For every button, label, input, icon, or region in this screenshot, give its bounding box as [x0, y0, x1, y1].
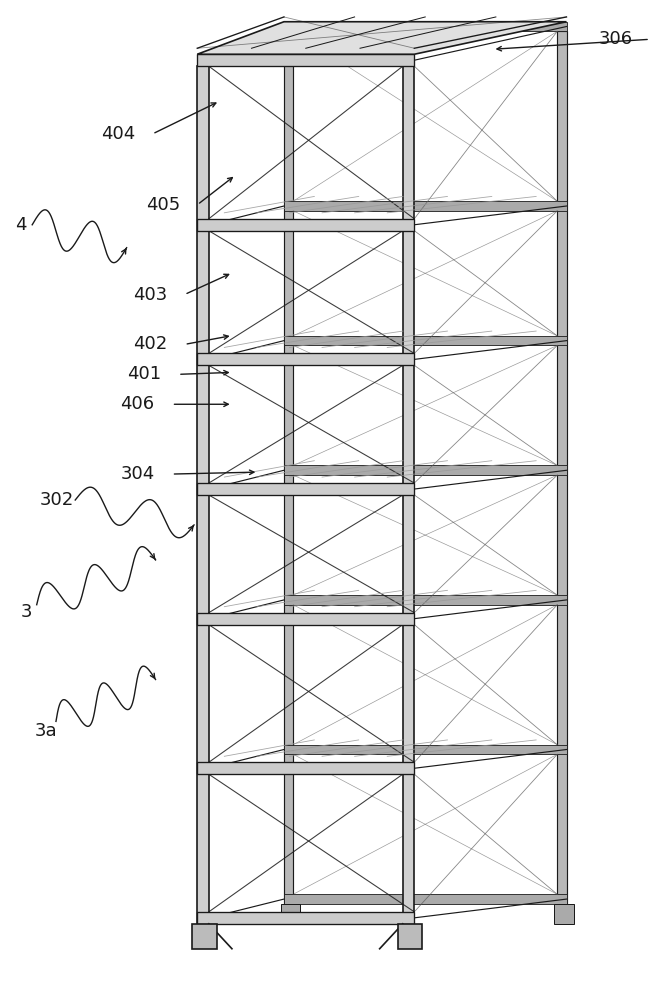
- FancyBboxPatch shape: [197, 66, 209, 924]
- Text: 302: 302: [40, 491, 74, 509]
- FancyBboxPatch shape: [284, 201, 567, 211]
- Text: 405: 405: [146, 196, 180, 214]
- FancyBboxPatch shape: [557, 31, 567, 904]
- Text: 304: 304: [120, 465, 155, 483]
- Text: 306: 306: [599, 30, 632, 48]
- FancyBboxPatch shape: [197, 219, 414, 231]
- FancyBboxPatch shape: [284, 22, 567, 31]
- FancyBboxPatch shape: [284, 595, 567, 605]
- FancyBboxPatch shape: [197, 613, 414, 625]
- Text: 3a: 3a: [35, 722, 57, 740]
- FancyBboxPatch shape: [192, 924, 216, 949]
- FancyBboxPatch shape: [554, 904, 573, 924]
- Text: 406: 406: [120, 395, 154, 413]
- FancyBboxPatch shape: [281, 904, 300, 924]
- FancyBboxPatch shape: [398, 924, 422, 949]
- FancyBboxPatch shape: [284, 31, 293, 904]
- Text: 403: 403: [133, 286, 167, 304]
- FancyBboxPatch shape: [197, 762, 414, 774]
- Text: 3: 3: [21, 603, 32, 621]
- FancyBboxPatch shape: [284, 894, 567, 904]
- FancyBboxPatch shape: [284, 465, 567, 475]
- FancyBboxPatch shape: [284, 745, 567, 754]
- FancyBboxPatch shape: [197, 353, 414, 365]
- Polygon shape: [197, 22, 567, 54]
- FancyBboxPatch shape: [197, 912, 414, 924]
- FancyBboxPatch shape: [197, 54, 414, 66]
- Text: 402: 402: [133, 335, 167, 353]
- FancyBboxPatch shape: [197, 483, 414, 495]
- FancyBboxPatch shape: [403, 66, 414, 924]
- Text: 404: 404: [101, 125, 135, 143]
- Text: 401: 401: [127, 365, 161, 383]
- Text: 4: 4: [16, 216, 27, 234]
- FancyBboxPatch shape: [284, 336, 567, 345]
